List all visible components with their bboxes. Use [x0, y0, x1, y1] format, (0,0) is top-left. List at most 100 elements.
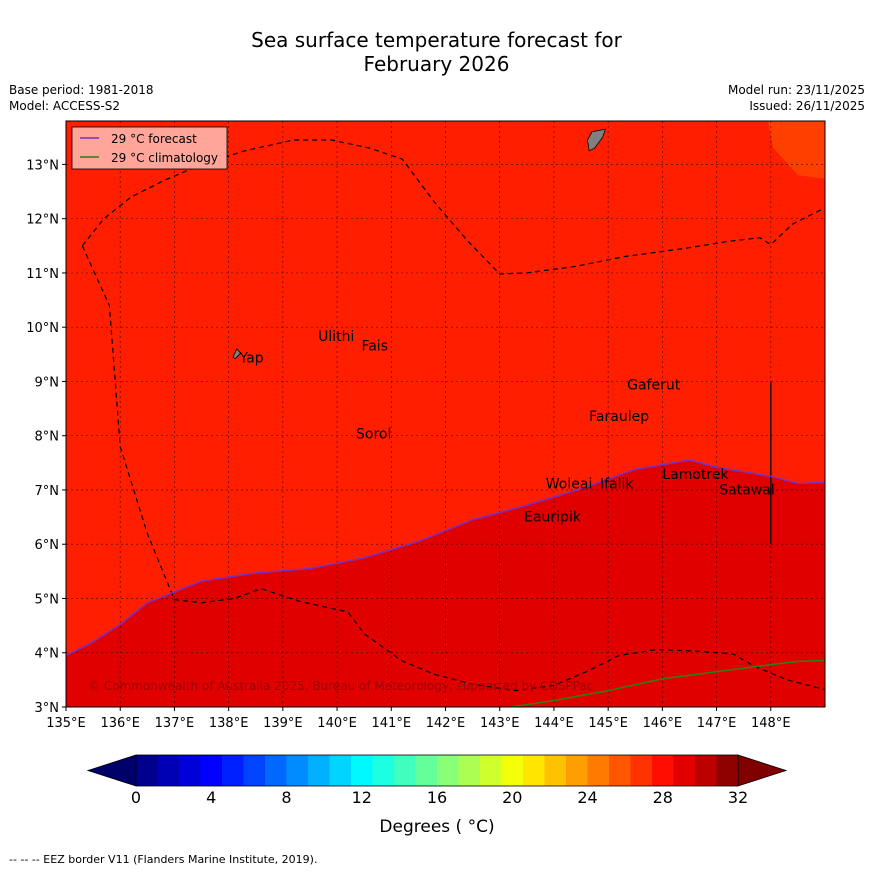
place-labels: Yap Ulithi Fais Sorol Gaferut Faraulep Woleai I… [238, 329, 774, 526]
model-name: Model: ACCESS-S2 [9, 99, 121, 113]
lat-tick-label: 7°N [35, 484, 60, 499]
colorbar-segment [372, 755, 395, 786]
colorbar-segment [587, 755, 610, 786]
lon-tick-label: 135°E [46, 716, 86, 731]
colorbar-segment [222, 755, 244, 786]
lon-tick-label: 143°E [480, 716, 520, 731]
lon-tick-label: 145°E [588, 716, 628, 731]
eez-footnote: -- -- -- EEZ border V11 (Flanders Marine… [9, 853, 318, 866]
colorbar-segment [308, 755, 330, 786]
eez-border [81, 139, 825, 692]
lat-tick-label: 9°N [35, 375, 60, 390]
axis-ticks: 135°E 136°E 137°E 138°E 139°E 140°E 141°E 142°E… [26, 158, 790, 731]
forecast-29c-contour [66, 459, 825, 657]
colorbar-segment [458, 755, 481, 786]
place-label-lamotrek: Lamotrek [662, 467, 729, 483]
legend-forecast-label: 29 °C forecast [111, 132, 197, 146]
place-label-ulithi: Ulithi [318, 329, 354, 345]
place-label-gaferut: Gaferut [627, 378, 681, 394]
climatology-29c-contour [510, 659, 825, 707]
place-label-faraulep: Faraulep [589, 409, 649, 425]
islands [232, 128, 606, 360]
colorbar-tick-label: 20 [502, 788, 522, 807]
place-label-eauripik: Eauripik [524, 509, 582, 525]
colorbar-over-arrow [737, 754, 788, 787]
colorbar-under-arrow [86, 754, 137, 787]
model-run: Model run: 23/11/2025 [727, 83, 865, 97]
colorbar-segment [394, 755, 416, 786]
place-label-yap: Yap [238, 350, 263, 366]
place-label-ifalik: Ifalik [600, 476, 634, 492]
colorbar-tick-label: 4 [206, 788, 216, 807]
lat-tick-label: 4°N [35, 647, 60, 662]
lat-tick-label: 6°N [35, 538, 60, 553]
colorbar-label: Degrees ( °C) [379, 817, 494, 837]
colorbar-segment [136, 755, 158, 786]
place-label-sorol: Sorol [356, 426, 391, 442]
lon-tick-label: 144°E [534, 716, 574, 731]
lon-tick-label: 140°E [317, 716, 357, 731]
lon-tick-label: 147°E [697, 716, 737, 731]
place-label-satawal: Satawal [719, 482, 774, 498]
colorbar-tick-label: 24 [577, 788, 597, 807]
colorbar-segment [523, 755, 545, 786]
legend-frame [71, 126, 228, 170]
colorbar-segment [286, 755, 309, 786]
colorbar-segment [716, 755, 739, 786]
colorbar-segment [415, 755, 438, 786]
meta-left: Base period: 1981-2018 Model: ACCESS-S2 [9, 82, 154, 114]
colorbar-segment [652, 755, 674, 786]
colorbar-segment [480, 755, 502, 786]
place-label-woleai: Woleai [546, 476, 593, 492]
meta-right: Model run: 23/11/2025 Issued: 26/11/2025 [728, 82, 865, 114]
sst-band-29-30 [66, 460, 825, 707]
plot-area: Yap Ulithi Fais Sorol Gaferut Faraulep Woleai I… [66, 121, 825, 707]
colorbar-segment [200, 755, 223, 786]
lat-tick-label: 13°N [26, 158, 59, 173]
lon-tick-label: 139°E [263, 716, 303, 731]
colorbar-segment [265, 755, 287, 786]
colorbar-tick-label: 0 [131, 788, 141, 807]
lon-tick-label: 137°E [155, 716, 195, 731]
lat-tick-label: 10°N [26, 321, 59, 336]
colorbar-tick-label: 32 [728, 788, 748, 807]
colorbar-segment [673, 755, 696, 786]
title-line-2: February 2026 [363, 52, 510, 76]
chart-title: Sea surface temperature forecast for Feb… [0, 28, 873, 76]
colorbar-segment [695, 755, 717, 786]
sst-band-27-28 [767, 121, 825, 179]
colorbar: 0 4 8 12 16 20 24 28 32 [86, 754, 788, 807]
copyright-text: © Commonwealth of Australia 2025, Bureau… [88, 679, 593, 693]
colorbar-segment [609, 755, 631, 786]
lon-tick-label: 142°E [426, 716, 466, 731]
colorbar-frame [135, 754, 739, 787]
legend: 29 °C forecast 29 °C climatology [71, 126, 228, 170]
lat-tick-label: 12°N [26, 213, 59, 228]
lat-tick-label: 11°N [26, 267, 59, 282]
lat-tick-label: 8°N [35, 430, 60, 445]
colorbar-segment [329, 755, 352, 786]
lat-tick-label: 3°N [35, 701, 60, 716]
lon-tick-label: 148°E [751, 716, 791, 731]
colorbar-segment [566, 755, 588, 786]
colorbar-tick-label: 8 [281, 788, 291, 807]
base-period: Base period: 1981-2018 [9, 83, 154, 97]
guam-island [587, 128, 606, 152]
colorbar-tick-label: 12 [352, 788, 372, 807]
lon-tick-label: 141°E [372, 716, 412, 731]
colorbar-segment [544, 755, 567, 786]
place-label-fais: Fais [361, 339, 388, 355]
lon-tick-label: 138°E [209, 716, 249, 731]
lon-tick-label: 136°E [100, 716, 140, 731]
colorbar-tick-label: 16 [427, 788, 447, 807]
legend-climatology-label: 29 °C climatology [111, 151, 218, 165]
colorbar-segment [437, 755, 459, 786]
colorbar-segment [243, 755, 266, 786]
lat-tick-label: 5°N [35, 592, 60, 607]
colorbar-segment [179, 755, 201, 786]
lon-tick-label: 146°E [643, 716, 683, 731]
yap-island [232, 348, 242, 360]
colorbar-segment [501, 755, 524, 786]
colorbar-segment [157, 755, 180, 786]
